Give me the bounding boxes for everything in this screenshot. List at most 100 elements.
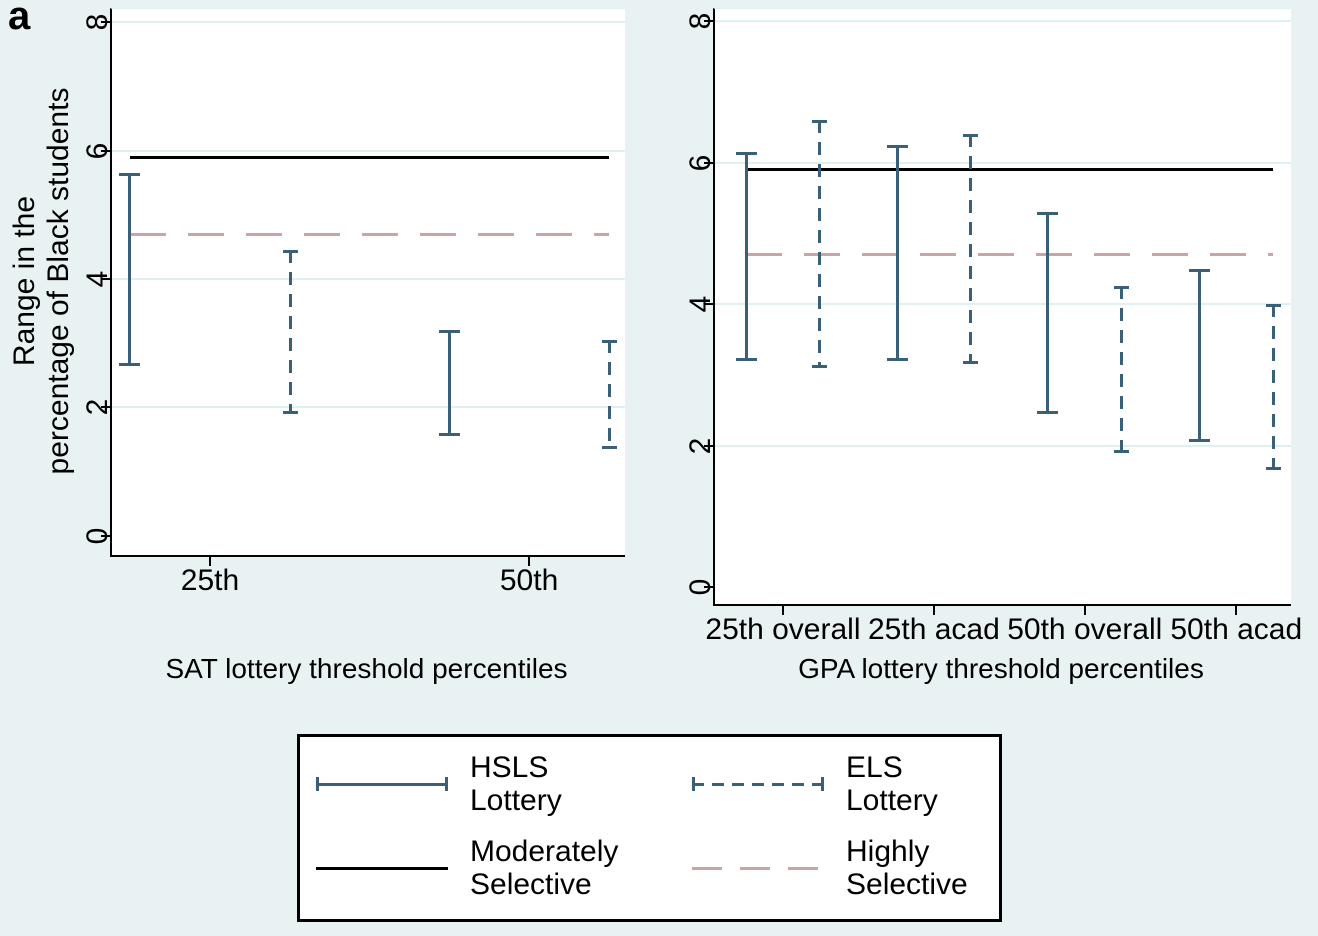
legend-label-line: ELS	[846, 751, 903, 784]
x-tick-label-50th-acad: 50th acad	[1170, 613, 1303, 646]
legend-label-line: Lottery	[470, 784, 562, 817]
y-gridline-4	[112, 278, 625, 281]
x-tick-label-25th: 25th	[180, 564, 240, 597]
range-bar-hsls-lottery-50th-acad	[1188, 268, 1210, 442]
legend-label-line: Lottery	[846, 784, 938, 817]
x-tick-label-50th-overall: 50th overall	[1007, 613, 1163, 646]
y-axis-title-text: Range in the percentage of Black student…	[8, 88, 76, 475]
y-gridline-4	[715, 303, 1291, 306]
bottom-cap	[1114, 449, 1130, 453]
legend-label: HSLS Lottery	[470, 751, 562, 817]
legend-label-line: Moderately	[470, 835, 619, 868]
y-gridline-2	[112, 406, 625, 409]
legend-entry-els-lottery: ELS Lottery	[692, 745, 938, 823]
ref-line-highly-selective	[129, 232, 610, 236]
legend-entry-hsls-lottery: HSLS Lottery	[316, 745, 562, 823]
x-axis-title-sat: SAT lottery threshold percentiles	[165, 653, 568, 684]
y-tick-2	[101, 406, 110, 409]
legend-label: ELS Lottery	[846, 751, 938, 817]
top-cap	[1188, 268, 1210, 272]
panel-letter: a	[8, 0, 31, 38]
bottom-cap	[282, 410, 298, 414]
y-tick-4	[704, 303, 713, 306]
y-tick-label-text: 2	[81, 399, 114, 416]
top-cap	[601, 340, 617, 344]
y-gridline-8	[112, 21, 625, 24]
top-cap	[1037, 212, 1059, 216]
top-cap	[963, 134, 979, 138]
y-tick-label-text: 0	[81, 527, 114, 545]
ref-line-highly-selective	[746, 252, 1274, 256]
y-axis-title-line-2: percentage of Black students	[42, 87, 75, 475]
y-tick-label-text: 4	[684, 295, 717, 313]
range-bar-hsls-lottery-50th-overall	[1037, 212, 1059, 414]
plot-panel-gpa: 0 2 4 6 8 25th overall 25th acad 50th overall 50…	[684, 8, 1302, 646]
plot-panel-sat: 0 2 4 6 8 25th 50th	[81, 8, 625, 597]
legend-entry-highly-selective: Highly Selective	[692, 829, 968, 907]
bottom-cap	[119, 362, 141, 366]
y-tick-label-text: 0	[684, 578, 717, 596]
y-tick-8	[704, 20, 713, 23]
y-tick-label-text: 8	[684, 12, 717, 30]
range-bar-els-lottery-50th-acad	[1265, 304, 1281, 471]
bottom-cap	[601, 446, 617, 450]
x-tick-label-50th: 50th	[499, 564, 559, 597]
x-tick-50th-overall	[1083, 606, 1086, 615]
y-tick-0	[101, 534, 110, 537]
bottom-cap	[1265, 467, 1281, 471]
top-cap	[1265, 304, 1281, 308]
y-axis-title-line-1: Range in the	[8, 195, 41, 367]
top-cap	[438, 330, 460, 334]
top-cap	[886, 144, 908, 148]
range-bar-els-lottery-25th-overall	[812, 120, 828, 368]
y-tick-4	[101, 278, 110, 281]
y-tick-6	[101, 149, 110, 152]
x-tick-50th-acad	[1235, 606, 1238, 615]
legend-label: Moderately Selective	[470, 835, 618, 901]
y-tick-label-text: 6	[684, 154, 717, 171]
x-tick-25th	[208, 557, 211, 566]
legend-label-line: Highly	[846, 835, 930, 868]
els-lottery-line-sample-icon	[692, 775, 824, 793]
range-bar-hsls-lottery-25th-acad	[886, 144, 908, 361]
x-tick-label-25th-overall: 25th overall	[705, 613, 861, 646]
ref-line-moderately-selective	[129, 155, 610, 159]
range-bar-els-lottery-50th-overall	[1114, 286, 1130, 453]
y-gridline-2	[715, 444, 1291, 447]
range-bar-hsls-lottery-50th	[438, 330, 460, 437]
y-tick-0	[704, 586, 713, 589]
bottom-cap	[963, 361, 979, 365]
x-tick-25th-overall	[781, 606, 784, 615]
x-tick-50th	[528, 557, 531, 566]
top-cap	[1114, 286, 1130, 290]
hsls-lottery-line-sample-icon	[316, 775, 448, 793]
bottom-cap	[886, 357, 908, 361]
y-gridline-6	[715, 161, 1291, 164]
bottom-cap	[735, 357, 757, 361]
top-cap	[812, 120, 828, 124]
x-tick-25th-acad	[932, 606, 935, 615]
highly-selective-line-sample-icon	[692, 859, 824, 877]
x-axis-title-gpa: GPA lottery threshold percentiles	[798, 653, 1204, 684]
range-bar-els-lottery-50th	[601, 340, 617, 450]
y-tick-8	[101, 21, 110, 24]
top-cap	[119, 173, 141, 177]
y-tick-label-text: 4	[81, 270, 114, 288]
legend-label-line: Selective	[846, 868, 968, 901]
ref-line-moderately-selective	[746, 168, 1274, 172]
range-bar-hsls-lottery-25th	[119, 173, 141, 366]
legend-label: Highly Selective	[846, 835, 968, 901]
bottom-cap	[438, 433, 460, 437]
y-tick-6	[704, 161, 713, 164]
bottom-cap	[812, 364, 828, 368]
top-cap	[735, 151, 757, 155]
legend-label-line: Selective	[470, 868, 592, 901]
y-tick-label-text: 8	[81, 14, 114, 31]
x-tick-label-25th-acad: 25th acad	[867, 613, 1000, 646]
y-gridline-8	[715, 20, 1291, 23]
bottom-cap	[1188, 438, 1210, 442]
moderately-selective-line-sample-icon	[316, 859, 448, 877]
range-bar-els-lottery-25th-acad	[963, 134, 979, 365]
legend-entry-moderately-selective: Moderately Selective	[316, 829, 618, 907]
range-bar-els-lottery-25th	[282, 250, 298, 414]
